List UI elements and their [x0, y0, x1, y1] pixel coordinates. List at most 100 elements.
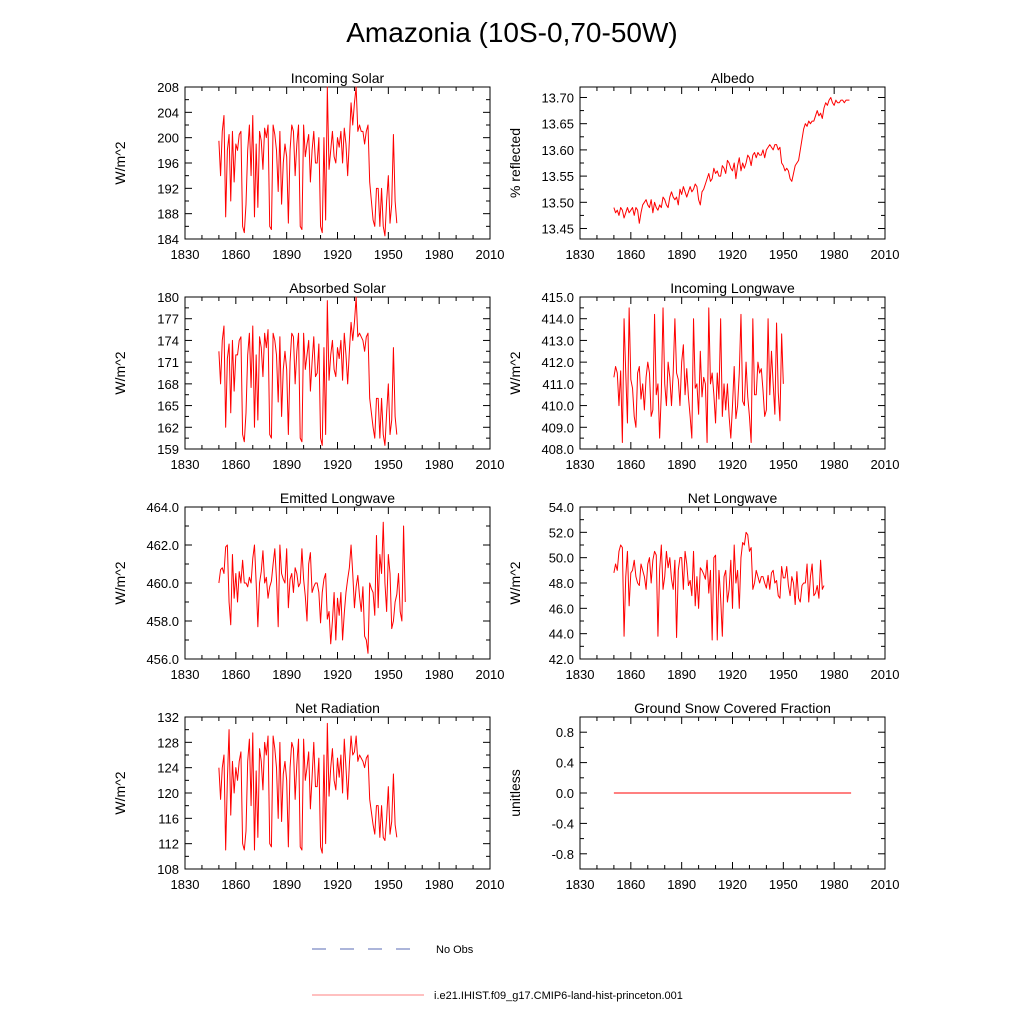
panel-albedo: Albedo % reflected 1830 1860 1890 1920 1950 198…	[507, 70, 899, 262]
y-tick-label: 204	[157, 105, 179, 120]
y-tick-label: 192	[157, 181, 179, 196]
x-tick-label: 1980	[820, 457, 849, 472]
y-tick-label: 0.8	[556, 725, 574, 740]
y-tick-label: 462.0	[146, 538, 179, 553]
plot-frame	[184, 86, 491, 240]
y-tick-label: 50.0	[549, 551, 574, 566]
panel-title: Emitted Longwave	[280, 490, 395, 506]
x-tick-label: 1860	[221, 877, 250, 892]
y-tick-label: 165	[157, 399, 179, 414]
y-tick-label: 44.0	[549, 627, 574, 642]
x-tick-label: 1860	[616, 667, 645, 682]
y-tick-label: 188	[157, 207, 179, 222]
y-tick-label: 120	[157, 786, 179, 801]
panel-absorbed-solar: Absorbed Solar W/m^2 1830 1860 1890 1920 1950 1…	[112, 280, 504, 472]
y-tick-label: 112	[158, 837, 179, 852]
y-tick-label: 460.0	[146, 576, 179, 591]
y-tick-label: 411.0	[542, 377, 574, 392]
y-tick-label: 13.70	[541, 90, 574, 105]
x-tick-label: 1830	[171, 247, 200, 262]
panel-incoming-longwave: Incoming Longwave W/m^2 1830 1860 1890 1920 19…	[507, 280, 899, 472]
panel-title: Net Longwave	[688, 490, 778, 506]
y-tick-label: 180	[157, 290, 179, 305]
y-tick-label: 196	[157, 156, 179, 171]
x-tick-label: 1860	[616, 247, 645, 262]
x-tick-label: 1980	[820, 877, 849, 892]
series-line	[613, 96, 850, 224]
x-tick-label: 2010	[871, 247, 900, 262]
x-tick-label: 1830	[171, 877, 200, 892]
panel-title: Incoming Longwave	[670, 280, 795, 296]
y-tick-label: 13.50	[541, 195, 574, 210]
x-tick-label: 1920	[323, 667, 352, 682]
panel-incoming-solar: Incoming Solar W/m^2 1830 1860 1890 1920 1950 1…	[112, 70, 504, 262]
x-tick-label: 1950	[374, 457, 403, 472]
y-tick-label: 13.65	[541, 117, 574, 132]
legend-label-no-obs: No Obs	[436, 944, 474, 956]
legend-label-model: i.e21.IHIST.f09_g17.CMIP6-land-hist-prin…	[434, 990, 683, 1002]
x-tick-label: 2010	[476, 247, 505, 262]
x-tick-label: 1920	[323, 247, 352, 262]
x-tick-label: 1830	[566, 457, 595, 472]
x-tick-label: 1860	[616, 877, 645, 892]
y-tick-label: 177	[157, 312, 179, 327]
y-axis-label: W/m^2	[507, 351, 523, 394]
x-tick-label: 1830	[566, 877, 595, 892]
series-line	[218, 521, 406, 654]
figure-title: Amazonia (10S-0,70-50W)	[346, 17, 677, 48]
x-tick-label: 1920	[718, 877, 747, 892]
x-tick-label: 1890	[272, 247, 301, 262]
y-tick-label: 13.55	[541, 169, 574, 184]
y-tick-label: 171	[157, 355, 179, 370]
x-tick-label: 1950	[374, 667, 403, 682]
panel-title: Absorbed Solar	[289, 280, 386, 296]
y-axis-label: W/m^2	[112, 771, 128, 814]
y-tick-label: 132	[157, 710, 179, 725]
y-axis-label: W/m^2	[112, 141, 128, 184]
panel-title: Ground Snow Covered Fraction	[634, 700, 831, 716]
x-tick-label: 1860	[221, 667, 250, 682]
x-tick-label: 1980	[425, 877, 454, 892]
x-tick-label: 2010	[871, 877, 900, 892]
x-tick-label: 1980	[425, 667, 454, 682]
x-tick-label: 1830	[171, 457, 200, 472]
y-tick-label: 159	[157, 442, 179, 457]
y-axis-label: unitless	[507, 769, 523, 816]
y-tick-label: 208	[157, 80, 179, 95]
x-tick-label: 1920	[718, 247, 747, 262]
x-tick-label: 2010	[871, 457, 900, 472]
panel-title: Incoming Solar	[291, 70, 385, 86]
y-tick-label: 116	[158, 811, 179, 826]
y-tick-label: 108	[157, 862, 179, 877]
x-tick-label: 1890	[272, 877, 301, 892]
y-tick-label: 174	[157, 333, 179, 348]
x-tick-label: 2010	[476, 457, 505, 472]
x-tick-label: 1980	[820, 247, 849, 262]
x-tick-label: 1830	[566, 247, 595, 262]
y-tick-label: 124	[157, 761, 179, 776]
panel-title: Net Radiation	[295, 700, 380, 716]
x-tick-label: 1920	[718, 457, 747, 472]
y-tick-label: 184	[157, 232, 179, 247]
y-tick-label: 46.0	[549, 601, 574, 616]
x-tick-label: 1860	[221, 457, 250, 472]
panel-title: Albedo	[711, 70, 755, 86]
x-tick-label: 1920	[323, 877, 352, 892]
x-tick-label: 1890	[272, 457, 301, 472]
y-tick-label: 162	[157, 420, 179, 435]
panel-ground-snow-covered-fraction: Ground Snow Covered Fraction unitless 1830…	[507, 700, 899, 892]
y-axis-label: W/m^2	[112, 561, 128, 604]
panel-emitted-longwave: Emitted Longwave W/m^2 1830 1860 1890 1920 195…	[112, 490, 504, 682]
y-tick-label: 52.0	[549, 525, 574, 540]
x-tick-label: 1950	[769, 457, 798, 472]
x-tick-label: 1980	[425, 247, 454, 262]
plot-frame	[579, 86, 886, 240]
x-tick-label: 1980	[820, 667, 849, 682]
series-line	[613, 531, 825, 641]
y-tick-label: -0.8	[552, 847, 574, 862]
y-tick-label: 54.0	[549, 500, 574, 515]
y-tick-label: 414.0	[541, 312, 574, 327]
y-tick-label: 13.60	[541, 143, 574, 158]
x-tick-label: 1950	[374, 877, 403, 892]
